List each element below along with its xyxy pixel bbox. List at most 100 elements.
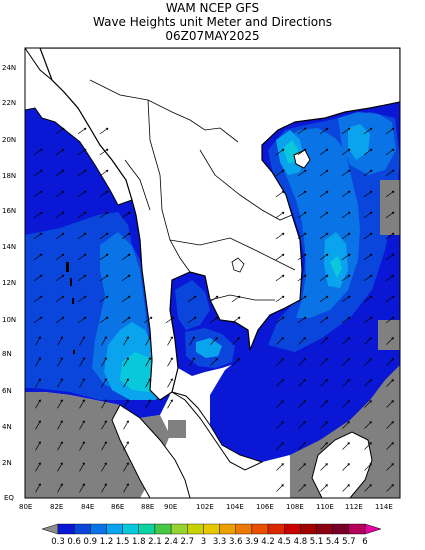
colorbar-label: 0.3 [51,537,65,547]
direction-arrow [297,316,307,324]
direction-arrow [57,357,63,367]
lon-axis: 80E 82E 84E 86E 88E 90E 102E 104E 106E 1… [19,503,393,511]
direction-arrow [297,169,307,177]
direction-arrow [341,253,351,261]
direction-arrow [298,379,306,387]
direction-arrow [364,337,372,345]
direction-arrow [320,400,328,408]
direction-arrow [35,441,41,451]
direction-arrow [57,399,63,409]
direction-arrow [33,232,43,240]
direction-arrow [79,357,85,367]
direction-arrow [55,127,65,135]
colorbar-label: 2.4 [164,537,178,547]
colorbar-label: 2.7 [180,537,194,547]
direction-arrow [55,232,65,240]
direction-arrow [55,253,65,261]
direction-arrow [165,316,175,324]
direction-arrow [77,232,87,240]
direction-arrow [364,379,372,387]
lon-label: 114E [375,503,393,511]
direction-arrow [99,253,109,261]
direction-arrow [386,358,394,366]
direction-arrow [79,378,85,388]
lat-label: 14N [2,243,16,251]
direction-arrow [297,148,307,156]
direction-arrow [35,420,41,430]
direction-arrow [121,232,131,240]
colorbar-swatch [284,523,301,535]
gulf-of-thailand-peak [196,338,222,358]
direction-arrow [77,190,87,198]
colorbar-swatch [154,523,172,535]
direction-arrow [33,316,43,324]
direction-arrow [99,232,109,240]
direction-arrow [298,463,306,471]
direction-arrow [145,378,151,388]
direction-arrow [145,399,151,409]
malay-peninsula [171,391,264,471]
direction-arrow [363,169,373,177]
direction-arrow [363,127,373,135]
direction-arrow [341,127,351,135]
direction-arrow [342,358,350,366]
lon-label: 80E [19,503,32,511]
colorbar-swatch [57,523,75,535]
direction-arrow [145,336,151,346]
colorbar-swatch [219,523,236,535]
direction-arrow [386,484,394,492]
direction-arrow [342,400,350,408]
direction-arrow [276,379,284,387]
direction-arrow [55,169,65,177]
direction-arrow [341,232,351,240]
sumatra-land [111,404,191,498]
philippines-nodata [380,180,400,235]
direction-arrow [385,148,395,156]
direction-arrow [319,148,329,156]
direction-arrow [101,336,107,346]
direction-arrow [298,337,306,345]
direction-arrow [276,484,284,492]
scs-northeast-peak [348,124,370,160]
colorbar-label: 1.2 [100,537,114,547]
direction-arrow [55,148,65,156]
direction-arrow [320,358,328,366]
direction-arrow [320,463,328,471]
direction-arrow [209,316,219,324]
direction-arrow [276,400,284,408]
direction-arrow [35,399,41,409]
colorbar-swatch [138,523,156,535]
colorbar-swatch [203,523,220,535]
direction-arrow [297,232,307,240]
wave-height-colorbar [41,523,382,535]
direction-arrow [167,378,173,388]
direction-arrow [364,463,372,471]
direction-arrow [99,148,109,156]
lon-label: 90E [164,503,177,511]
lat-label: 12N [2,279,16,287]
direction-arrow [364,484,372,492]
lon-label: 86E [111,503,124,511]
colorbar-label: 4.2 [261,537,275,547]
direction-arrow [275,274,285,282]
lat-axis: 24N 22N 20N 18N 16N 14N 12N 10N 8N 6N 4N… [2,64,16,502]
direction-arrow [386,463,394,471]
direction-arrow [342,484,350,492]
direction-arrow [275,169,285,177]
colorbar-label: 4.5 [277,537,291,547]
lat-label: 10N [2,316,16,324]
direction-arrow [57,483,63,493]
lon-label: 82E [50,503,63,511]
direction-arrow [319,211,329,219]
lon-label: 88E [141,503,154,511]
direction-arrow [77,316,87,324]
direction-arrow [363,295,373,303]
lat-label: 4N [2,423,12,431]
scs-central-max [330,256,342,278]
direction-arrow [385,253,395,261]
direction-arrow [187,295,197,303]
direction-arrow [363,253,373,261]
direction-arrow [342,463,350,471]
direction-arrow [341,274,351,282]
direction-arrow [35,483,41,493]
